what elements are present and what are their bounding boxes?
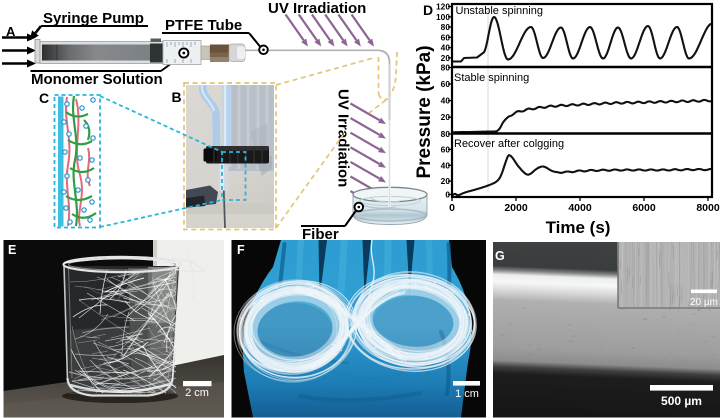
svg-text:120: 120 (436, 2, 450, 12)
svg-text:UV Irradiation: UV Irradiation (335, 89, 352, 187)
svg-text:A: A (6, 24, 16, 39)
svg-text:8000: 8000 (696, 202, 720, 214)
svg-text:2 cm: 2 cm (185, 387, 209, 399)
svg-text:500 µm: 500 µm (661, 394, 702, 408)
svg-text:Time (s): Time (s) (546, 218, 611, 237)
svg-text:6000: 6000 (632, 202, 656, 214)
svg-text:40: 40 (441, 43, 451, 53)
svg-text:Recover after colgging: Recover after colgging (454, 138, 564, 150)
svg-text:100: 100 (436, 12, 450, 22)
svg-text:60: 60 (441, 144, 451, 154)
svg-text:PTFE Tube: PTFE Tube (165, 17, 242, 34)
svg-text:Stable spinning: Stable spinning (454, 72, 529, 84)
svg-text:20: 20 (441, 53, 451, 63)
svg-text:20: 20 (441, 176, 451, 186)
svg-text:60: 60 (441, 32, 451, 42)
svg-text:0: 0 (449, 202, 455, 214)
svg-text:F: F (237, 243, 245, 257)
svg-text:80: 80 (441, 63, 451, 73)
svg-text:Fiber: Fiber (302, 226, 339, 243)
svg-text:Syringe Pump: Syringe Pump (43, 10, 144, 27)
svg-text:20 µm: 20 µm (690, 297, 718, 308)
svg-text:20: 20 (441, 112, 451, 122)
svg-text:0: 0 (445, 190, 450, 200)
svg-text:60: 60 (441, 79, 451, 89)
svg-text:4000: 4000 (568, 202, 592, 214)
svg-text:80: 80 (441, 22, 451, 32)
svg-text:Pressure (kPa): Pressure (kPa) (414, 45, 435, 178)
svg-text:40: 40 (441, 160, 451, 170)
svg-text:Monomer Solution: Monomer Solution (31, 71, 163, 88)
svg-text:E: E (8, 243, 16, 257)
svg-text:B: B (172, 89, 182, 105)
svg-text:Unstable spinning: Unstable spinning (456, 5, 543, 17)
svg-text:40: 40 (441, 96, 451, 106)
svg-text:C: C (39, 90, 49, 106)
svg-text:D: D (423, 2, 433, 18)
svg-text:2000: 2000 (504, 202, 528, 214)
svg-text:1 cm: 1 cm (455, 388, 479, 400)
svg-text:80: 80 (441, 129, 451, 139)
svg-text:G: G (495, 249, 505, 263)
svg-text:UV Irradiation: UV Irradiation (268, 0, 366, 17)
